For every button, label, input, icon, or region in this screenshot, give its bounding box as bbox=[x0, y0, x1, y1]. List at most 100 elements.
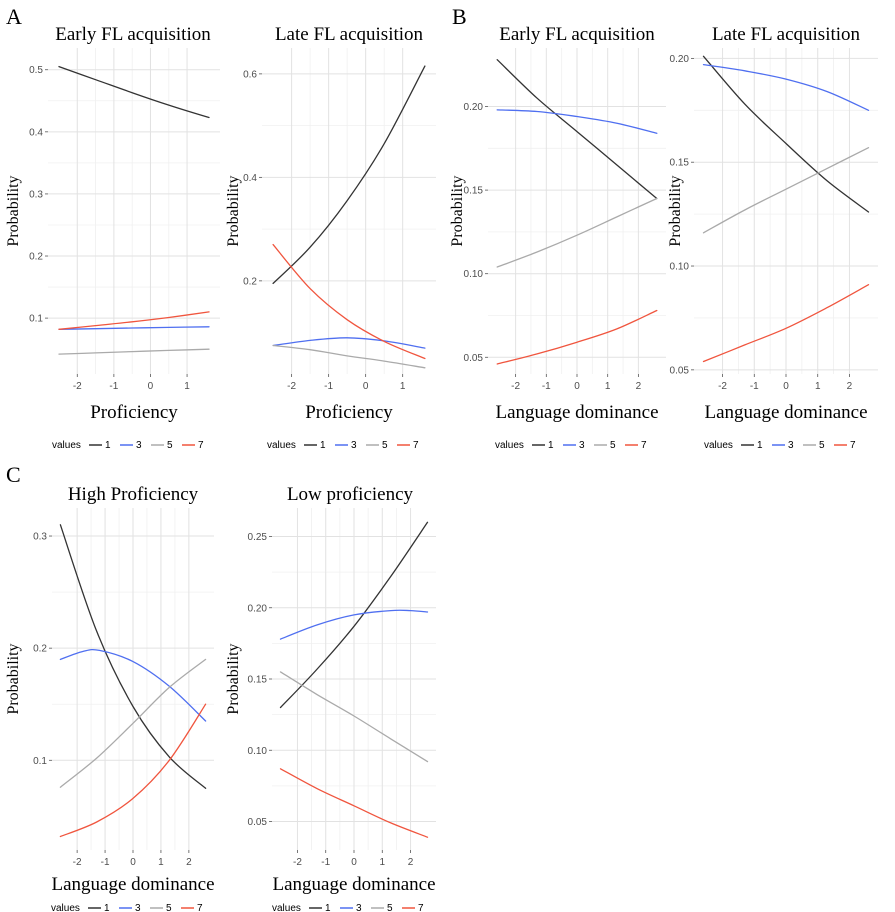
y-axis-label: Probability bbox=[225, 175, 242, 246]
panel-letter-a: A bbox=[6, 4, 22, 29]
x-tick-label: 1 bbox=[158, 857, 164, 868]
chart-panel-4: -2 -1 0 1 2 0.05 0.10 0.15 0.20 Late FL acquisiti… bbox=[667, 24, 878, 451]
series-line-7 bbox=[58, 311, 210, 330]
series-line-5 bbox=[272, 344, 426, 369]
x-tick-label: 2 bbox=[408, 857, 414, 868]
x-tick-label: 0 bbox=[130, 857, 136, 868]
x-tick-label: -1 bbox=[750, 381, 759, 392]
legend-label-5: 5 bbox=[382, 440, 388, 451]
y-axis-label: Probability bbox=[667, 175, 684, 246]
legend-label-7: 7 bbox=[418, 903, 424, 912]
series-line-3 bbox=[58, 326, 210, 330]
legend: values 1 3 5 7 bbox=[495, 440, 647, 451]
x-tick-label: 1 bbox=[400, 381, 406, 392]
series-line-5 bbox=[279, 671, 429, 763]
legend-label-3: 3 bbox=[351, 440, 357, 451]
legend-label-5: 5 bbox=[167, 440, 173, 451]
y-tick-label: 0.2 bbox=[33, 644, 47, 655]
legend-label-5: 5 bbox=[819, 440, 825, 451]
legend-title: values bbox=[495, 440, 524, 451]
y-tick-label: 0.20 bbox=[670, 54, 690, 65]
legend: values 1 3 5 7 bbox=[272, 903, 424, 912]
x-tick-label: -1 bbox=[321, 857, 330, 868]
series-line-3 bbox=[59, 648, 207, 722]
x-tick-label: 2 bbox=[847, 381, 853, 392]
legend-label-1: 1 bbox=[548, 440, 554, 451]
y-tick-label: 0.05 bbox=[248, 817, 268, 828]
series-line-7 bbox=[279, 768, 429, 838]
x-tick-label: -2 bbox=[287, 381, 296, 392]
panel-letter-b: B bbox=[452, 4, 467, 29]
series-line-5 bbox=[702, 147, 870, 234]
series-line-7 bbox=[496, 309, 658, 365]
series-line-3 bbox=[272, 337, 426, 349]
x-tick-label: 0 bbox=[574, 381, 580, 392]
x-tick-label: -2 bbox=[73, 857, 82, 868]
chart-panel-1: -2 -1 0 1 0.1 0.2 0.3 0.4 0.5 Early FL acquisitio… bbox=[5, 24, 220, 451]
chart-title: High Proficiency bbox=[68, 484, 199, 505]
plot-area bbox=[48, 48, 220, 374]
series-line-5 bbox=[58, 348, 210, 355]
x-tick-label: -1 bbox=[101, 857, 110, 868]
panel-letter-c: C bbox=[6, 462, 21, 487]
y-tick-label: 0.4 bbox=[243, 173, 257, 184]
y-tick-label: 0.15 bbox=[670, 158, 690, 169]
series-line-1 bbox=[496, 59, 658, 200]
x-tick-label: 1 bbox=[815, 381, 821, 392]
legend-label-5: 5 bbox=[387, 903, 393, 912]
legend-title: values bbox=[52, 440, 81, 451]
x-tick-label: -2 bbox=[511, 381, 520, 392]
legend-label-1: 1 bbox=[320, 440, 326, 451]
legend-label-5: 5 bbox=[610, 440, 616, 451]
y-axis-label: Probability bbox=[5, 175, 22, 246]
legend: values 1 3 5 7 bbox=[51, 903, 203, 912]
legend-label-7: 7 bbox=[850, 440, 856, 451]
y-tick-label: 0.20 bbox=[248, 603, 268, 614]
chart-panel-5: -2 -1 0 1 2 0.1 0.2 0.3 High Proficiency Language… bbox=[5, 484, 215, 912]
chart-panel-2: -2 -1 0 1 0.2 0.4 0.6 Late FL acquisition Profic… bbox=[225, 24, 436, 451]
y-tick-label: 0.25 bbox=[248, 532, 268, 543]
series-line-3 bbox=[702, 63, 870, 111]
legend-title: values bbox=[51, 903, 80, 912]
series-line-7 bbox=[59, 703, 207, 838]
legend-title: values bbox=[272, 903, 301, 912]
series-line-5 bbox=[496, 197, 658, 268]
x-axis-label: Proficiency bbox=[305, 402, 393, 423]
series-line-1 bbox=[272, 65, 426, 285]
chart-panel-3: -2 -1 0 1 2 0.05 0.10 0.15 0.20 Early FL acquisit… bbox=[449, 24, 666, 451]
y-tick-label: 0.05 bbox=[670, 365, 690, 376]
x-tick-label: 0 bbox=[148, 381, 154, 392]
y-tick-label: 0.2 bbox=[29, 252, 43, 263]
legend: values 1 3 5 7 bbox=[52, 440, 204, 451]
legend-label-5: 5 bbox=[166, 903, 172, 912]
legend-label-1: 1 bbox=[105, 440, 111, 451]
chart-title: Late FL acquisition bbox=[275, 24, 424, 45]
x-tick-label: -2 bbox=[293, 857, 302, 868]
y-tick-label: 0.1 bbox=[33, 756, 47, 767]
y-tick-label: 0.15 bbox=[248, 675, 268, 686]
legend-label-7: 7 bbox=[641, 440, 647, 451]
legend-label-3: 3 bbox=[579, 440, 585, 451]
legend-label-3: 3 bbox=[356, 903, 362, 912]
x-tick-label: -2 bbox=[73, 381, 82, 392]
series-line-3 bbox=[496, 109, 658, 134]
y-tick-label: 0.3 bbox=[29, 189, 43, 200]
chart-panel-6: -2 -1 0 1 2 0.05 0.10 0.15 0.20 0.25 Low proficien… bbox=[225, 484, 436, 912]
legend-title: values bbox=[267, 440, 296, 451]
x-tick-label: 0 bbox=[363, 381, 369, 392]
series-line-1 bbox=[702, 55, 870, 213]
y-tick-label: 0.5 bbox=[29, 65, 43, 76]
y-tick-label: 0.20 bbox=[464, 102, 484, 113]
y-tick-label: 0.10 bbox=[248, 746, 268, 757]
x-tick-label: -1 bbox=[542, 381, 551, 392]
x-tick-label: -1 bbox=[324, 381, 333, 392]
y-tick-label: 0.15 bbox=[464, 186, 484, 197]
x-tick-label: 1 bbox=[605, 381, 611, 392]
x-tick-label: 2 bbox=[186, 857, 192, 868]
x-axis-label: Language dominance bbox=[704, 402, 867, 423]
x-axis-label: Language dominance bbox=[495, 402, 658, 423]
series-line-7 bbox=[272, 243, 426, 360]
y-axis-label: Probability bbox=[5, 643, 22, 714]
legend: values 1 3 5 7 bbox=[267, 440, 419, 451]
